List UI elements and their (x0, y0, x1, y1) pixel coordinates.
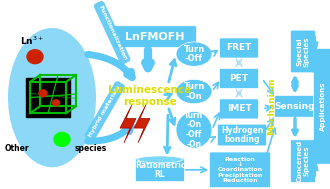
FancyBboxPatch shape (210, 152, 271, 188)
Text: Ln$^{3+}$: Ln$^{3+}$ (20, 35, 44, 47)
Text: Reaction
↓
Coordination
Precipitation
Reduction: Reaction ↓ Coordination Precipitation Re… (217, 156, 263, 183)
Text: Sensing: Sensing (275, 102, 315, 111)
Text: Special
Species: Special Species (297, 36, 309, 67)
Polygon shape (26, 78, 70, 117)
Text: FRET: FRET (226, 43, 252, 53)
FancyBboxPatch shape (314, 48, 330, 164)
Text: Luminescence
response: Luminescence response (108, 85, 192, 107)
Text: LnFMOFH: LnFMOFH (125, 32, 185, 42)
Circle shape (39, 90, 47, 97)
Text: Functionalization: Functionalization (97, 4, 127, 61)
Text: species: species (75, 144, 107, 153)
Ellipse shape (137, 156, 183, 163)
Text: Hydrogen
bonding: Hydrogen bonding (221, 126, 263, 144)
Text: PET: PET (229, 74, 248, 83)
Text: IMET: IMET (227, 104, 251, 113)
Circle shape (54, 132, 70, 146)
FancyBboxPatch shape (114, 26, 196, 48)
FancyBboxPatch shape (219, 38, 258, 58)
FancyBboxPatch shape (217, 124, 267, 146)
Polygon shape (120, 105, 136, 143)
Circle shape (52, 100, 59, 106)
Ellipse shape (176, 112, 212, 148)
Text: Turn
-Off: Turn -Off (183, 45, 205, 64)
Text: Concerned
Species: Concerned Species (297, 140, 309, 182)
Text: Turn
-On: Turn -On (183, 82, 205, 101)
Ellipse shape (8, 28, 96, 167)
FancyBboxPatch shape (136, 158, 184, 182)
Ellipse shape (176, 79, 212, 104)
FancyBboxPatch shape (290, 30, 315, 73)
Polygon shape (134, 105, 150, 143)
FancyBboxPatch shape (219, 68, 258, 88)
FancyBboxPatch shape (275, 95, 315, 117)
Text: Ratiometric
RL: Ratiometric RL (135, 160, 185, 179)
Ellipse shape (176, 42, 212, 66)
Circle shape (27, 50, 43, 64)
FancyBboxPatch shape (219, 99, 258, 119)
Text: Other: Other (5, 144, 30, 153)
Text: Turn
-On
-Off
-On: Turn -On -Off -On (184, 111, 204, 149)
Text: Hybrid materials: Hybrid materials (88, 84, 122, 138)
FancyBboxPatch shape (290, 140, 315, 182)
Text: Mechanism: Mechanism (268, 77, 277, 135)
Text: Applications: Applications (320, 82, 326, 131)
